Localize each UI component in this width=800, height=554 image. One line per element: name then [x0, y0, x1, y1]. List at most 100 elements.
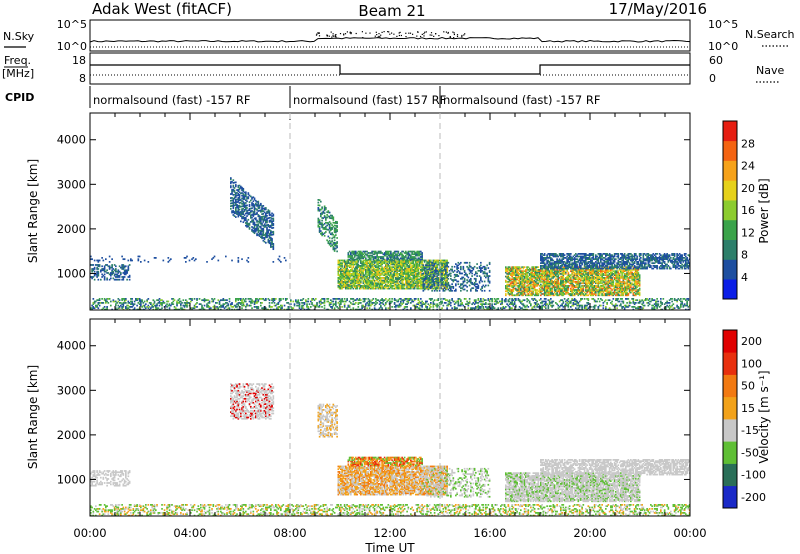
heatmap-cell — [400, 267, 402, 270]
heatmap-cell — [571, 289, 573, 291]
heatmap-cell — [415, 277, 417, 279]
heatmap-cell — [387, 257, 390, 260]
heatmap-cell — [341, 285, 343, 287]
noise-point — [463, 34, 465, 36]
heatmap-cell — [561, 283, 563, 286]
heatmap-cell — [425, 259, 427, 262]
heatmap-cell — [322, 226, 325, 229]
heatmap-cell — [510, 283, 512, 286]
heatmap-cell — [345, 274, 347, 277]
heatmap-cell — [516, 270, 518, 273]
noise-point — [332, 35, 334, 37]
heatmap-cell — [455, 284, 457, 287]
heatmap-cell — [111, 265, 113, 268]
heatmap-cell — [426, 278, 428, 281]
heatmap-cell — [378, 285, 381, 287]
heatmap-cell — [358, 269, 361, 271]
heatmap-cell — [92, 269, 95, 272]
heatmap-cell — [245, 218, 247, 220]
heatmap-cell — [452, 279, 455, 281]
heatmap-cell — [516, 266, 518, 269]
heatmap-cell — [518, 269, 521, 271]
heatmap-cell — [406, 257, 408, 260]
heatmap-cell — [425, 276, 427, 279]
heatmap-cell — [388, 266, 391, 269]
heatmap-cell — [406, 267, 408, 270]
heatmap-cell — [408, 253, 411, 256]
heatmap-cell — [357, 253, 360, 256]
heatmap-cell — [551, 269, 553, 271]
heatmap-cell — [340, 274, 342, 277]
heatmap-cell — [453, 269, 456, 272]
heatmap-cell — [231, 180, 233, 183]
heatmap-cell — [113, 273, 116, 276]
heatmap-cell — [508, 287, 511, 290]
heatmap-cell — [476, 275, 478, 277]
heatmap-cell — [553, 294, 556, 297]
heatmap-cell — [378, 265, 381, 267]
heatmap-cell — [593, 291, 596, 294]
heatmap-cell — [476, 283, 478, 286]
heatmap-cell — [358, 258, 361, 261]
heatmap-cell — [260, 233, 262, 236]
heatmap-cell — [422, 280, 425, 283]
heatmap-cell — [372, 279, 375, 282]
heatmap-cell — [338, 281, 341, 283]
heatmap-cell — [347, 274, 350, 277]
heatmap-cell — [553, 291, 556, 294]
heatmap-cell — [540, 283, 542, 286]
heatmap-cell — [362, 285, 365, 287]
heatmap-cell — [403, 261, 406, 263]
heatmap-cell — [355, 269, 357, 271]
heatmap-cell — [363, 252, 366, 254]
heatmap-cell — [480, 261, 482, 264]
heatmap-cell — [537, 271, 540, 274]
heatmap-cell — [585, 277, 587, 279]
heatmap-cell — [340, 259, 342, 262]
heatmap-cell — [358, 270, 361, 273]
heatmap-cell — [368, 277, 371, 279]
heatmap-cell — [247, 213, 250, 216]
heatmap-cell — [406, 258, 408, 261]
heatmap-cell — [250, 214, 252, 217]
heatmap-cell — [561, 271, 563, 274]
noise-point — [387, 31, 389, 33]
heatmap-cell — [630, 289, 632, 291]
heatmap-cell — [105, 270, 107, 273]
heatmap-cell — [565, 293, 567, 295]
heatmap-cell — [555, 282, 557, 285]
heatmap-cell — [522, 270, 525, 273]
heatmap-cell — [426, 275, 428, 278]
heatmap-cell — [540, 281, 542, 283]
heatmap-cell — [396, 277, 398, 279]
heatmap-cell — [396, 256, 398, 258]
noise-point — [424, 31, 426, 33]
heatmap-cell — [410, 271, 412, 274]
heatmap-cell — [380, 261, 382, 263]
heatmap-cell — [333, 243, 336, 246]
heatmap-cell — [101, 265, 103, 268]
heatmap-cell — [595, 273, 597, 275]
heatmap-cell — [237, 210, 240, 213]
heatmap-cell — [626, 279, 628, 282]
heatmap-cell — [406, 285, 408, 287]
heatmap-cell — [480, 264, 482, 267]
heatmap-cell — [553, 285, 556, 287]
heatmap-cell — [585, 269, 587, 271]
noise-point — [350, 33, 352, 35]
heatmap-cell — [388, 261, 391, 263]
heatmap-cell — [470, 269, 472, 272]
heatmap-cell — [528, 289, 531, 291]
heatmap-cell — [617, 283, 620, 286]
heatmap-cell — [400, 278, 402, 281]
heatmap-cell — [343, 259, 346, 262]
heatmap-cell — [245, 222, 247, 224]
heatmap-cell — [430, 283, 432, 286]
heatmap-cell — [446, 264, 448, 267]
heatmap-cell — [520, 277, 522, 279]
heatmap-cell — [528, 283, 531, 286]
heatmap-cell — [390, 253, 392, 256]
heatmap-cell — [358, 254, 361, 257]
heatmap-cell — [423, 266, 426, 269]
heatmap-cell — [118, 270, 121, 273]
